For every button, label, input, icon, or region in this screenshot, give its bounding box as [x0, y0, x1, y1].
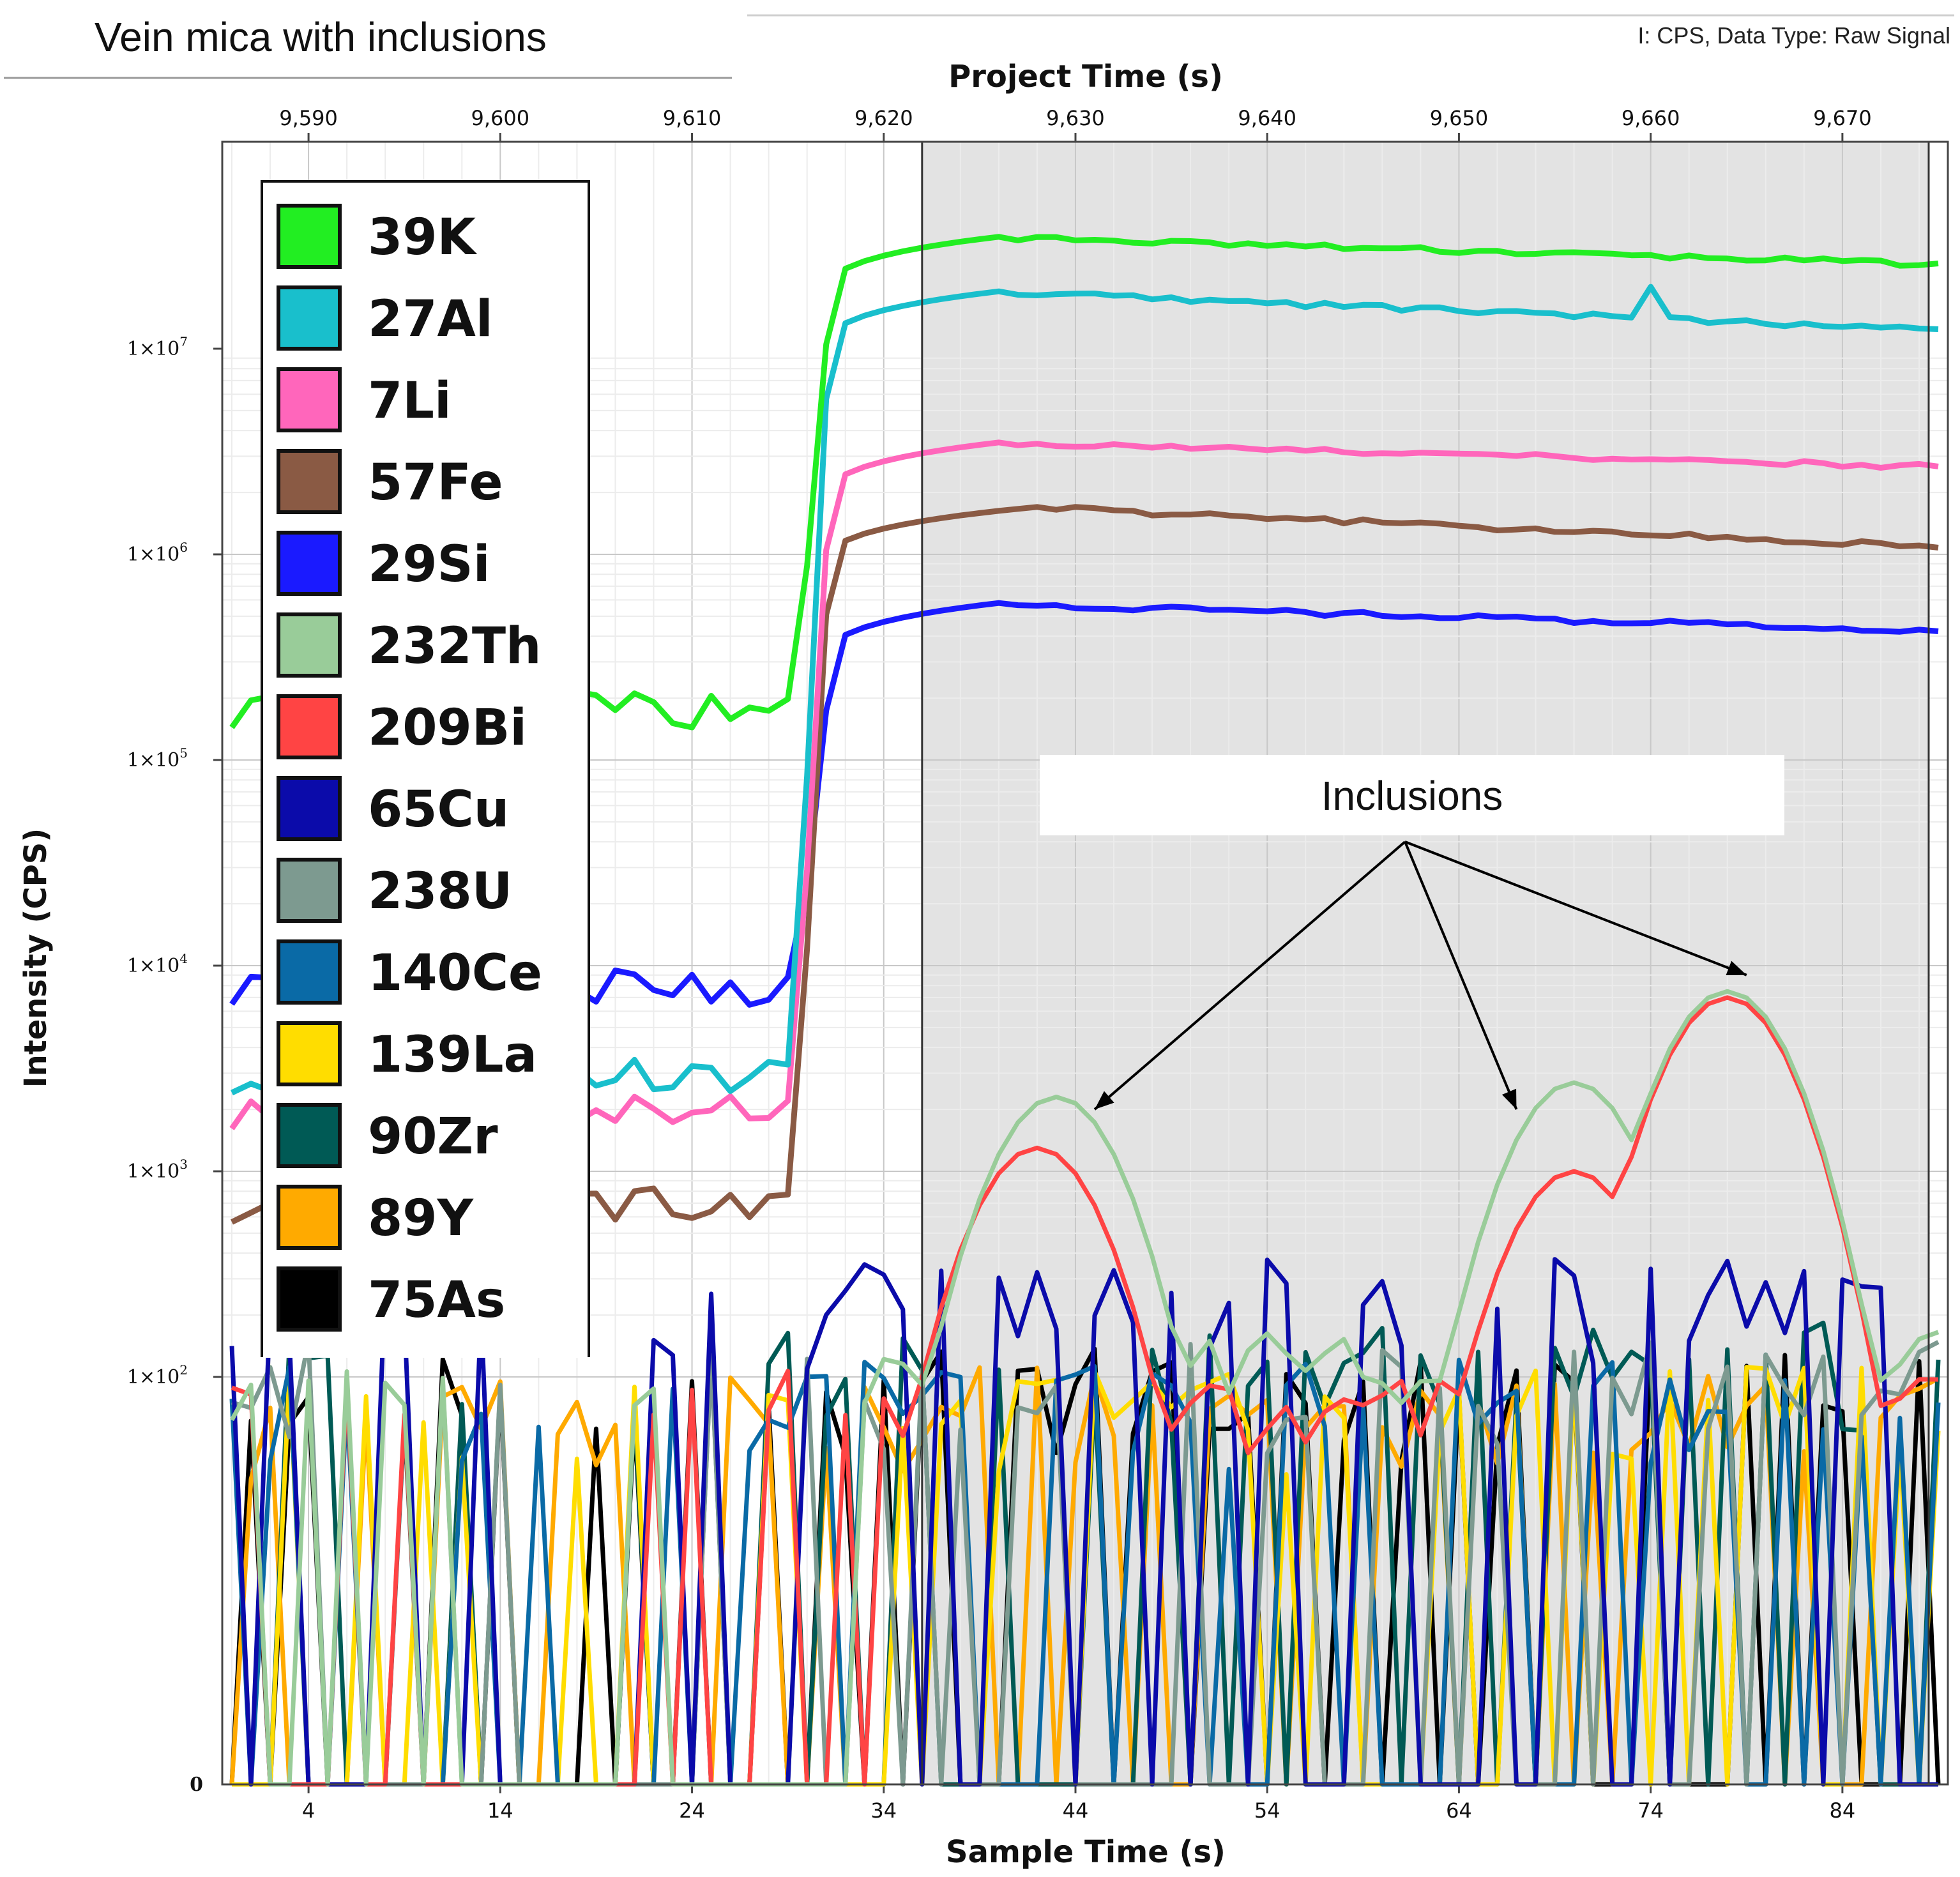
legend-label-29si: 29Si	[368, 536, 490, 593]
legend-label-139la: 139La	[368, 1026, 537, 1084]
annotation-box	[1040, 755, 1784, 835]
top-tick-label: 9,610	[663, 106, 722, 130]
legend-swatch-209bi	[277, 694, 342, 759]
legend-swatch-57fe	[277, 449, 342, 514]
annotation-arrow	[1404, 840, 1747, 976]
plot-border	[221, 141, 1949, 1786]
y-tick-label: 1×106	[127, 540, 188, 566]
bottom-tick-label: 4	[302, 1798, 315, 1823]
top-tick-label: 9,640	[1238, 106, 1296, 130]
legend-background	[263, 183, 588, 1358]
bottom-tick-label: 44	[1063, 1798, 1089, 1823]
legend-label-65cu: 65Cu	[368, 781, 509, 839]
top-tick-label: 9,650	[1430, 106, 1489, 130]
bottom-tick-label: 24	[679, 1798, 705, 1823]
legend-label-27al: 27Al	[368, 291, 493, 348]
bottom-tick-label: 64	[1446, 1798, 1472, 1823]
legend-label-7li: 7Li	[368, 372, 452, 430]
y-tick-label: 1×103	[127, 1157, 188, 1183]
legend-swatch-140ce	[277, 939, 342, 1005]
legend-swatch-89y	[277, 1185, 342, 1250]
legend-label-89y: 89Y	[368, 1190, 475, 1247]
legend-swatch-29si	[277, 531, 342, 596]
annotation-arrowhead	[1501, 1088, 1517, 1110]
annotation-arrowhead	[1726, 961, 1747, 976]
legend-label-140ce: 140Ce	[368, 945, 542, 1002]
legend-swatch-139la	[277, 1021, 342, 1086]
annotation-label: Inclusions	[1321, 773, 1503, 819]
top-tick-label: 9,620	[855, 106, 913, 130]
axis-ticks: 9,590 9,600 9,610 9,620 9,630 9,640 9,650 9,660…	[127, 106, 1872, 1823]
legend: 39K 27Al 7Li 57Fe 29Si 232Th 209Bi 65Cu 238U 140C…	[261, 180, 590, 1358]
annotation-arrow	[1404, 841, 1518, 1110]
bottom-tick-label: 54	[1254, 1798, 1280, 1823]
legend-swatch-75as	[277, 1266, 342, 1332]
inclusions-annotation: Inclusions	[1040, 755, 1784, 835]
top-tick-label: 9,660	[1622, 106, 1680, 130]
annotation-arrowhead	[1095, 1091, 1114, 1110]
top-axis-title: Project Time (s)	[948, 59, 1223, 95]
top-tick-label: 9,600	[471, 106, 530, 130]
y-tick-label: 1×102	[127, 1362, 188, 1388]
y-tick-label: 1×105	[127, 745, 188, 771]
top-tick-label: 9,590	[279, 106, 338, 130]
top-tick-label: 9,630	[1046, 106, 1105, 130]
bottom-tick-label: 14	[487, 1798, 513, 1823]
y-tick-label: 1×104	[127, 951, 188, 977]
bottom-tick-label: 74	[1637, 1798, 1664, 1823]
annotation-arrow	[1093, 840, 1406, 1111]
y-tick-label: 1×107	[127, 334, 188, 360]
legend-frame	[261, 180, 590, 1357]
legend-swatch-90zr	[277, 1103, 342, 1168]
bottom-tick-label: 34	[870, 1798, 897, 1823]
legend-label-90zr: 90Zr	[368, 1108, 498, 1166]
top-tick-label: 9,670	[1813, 106, 1872, 130]
legend-swatch-65cu	[277, 776, 342, 841]
bottom-tick-label: 84	[1830, 1798, 1856, 1823]
y-zero-label: 0	[190, 1774, 203, 1796]
legend-swatch-39k	[277, 204, 342, 269]
legend-label-232th: 232Th	[368, 618, 542, 675]
annotation-arrows	[1093, 840, 1747, 1111]
legend-swatch-232th	[277, 612, 342, 678]
legend-swatch-7li	[277, 367, 342, 432]
x-axis-title: Sample Time (s)	[946, 1834, 1226, 1870]
legend-swatch-27al	[277, 285, 342, 351]
data-type-info: I: CPS, Data Type: Raw Signal	[1637, 22, 1950, 49]
legend-swatch-238u	[277, 858, 342, 923]
y-axis-title: Intensity (CPS)	[18, 828, 54, 1088]
legend-label-57fe: 57Fe	[368, 454, 503, 512]
chart-title: Vein mica with inclusions	[95, 14, 547, 60]
legend-label-39k: 39K	[368, 209, 478, 266]
legend-label-238u: 238U	[368, 863, 512, 920]
legend-label-209bi: 209Bi	[368, 699, 527, 757]
legend-label-75as: 75As	[368, 1272, 505, 1329]
